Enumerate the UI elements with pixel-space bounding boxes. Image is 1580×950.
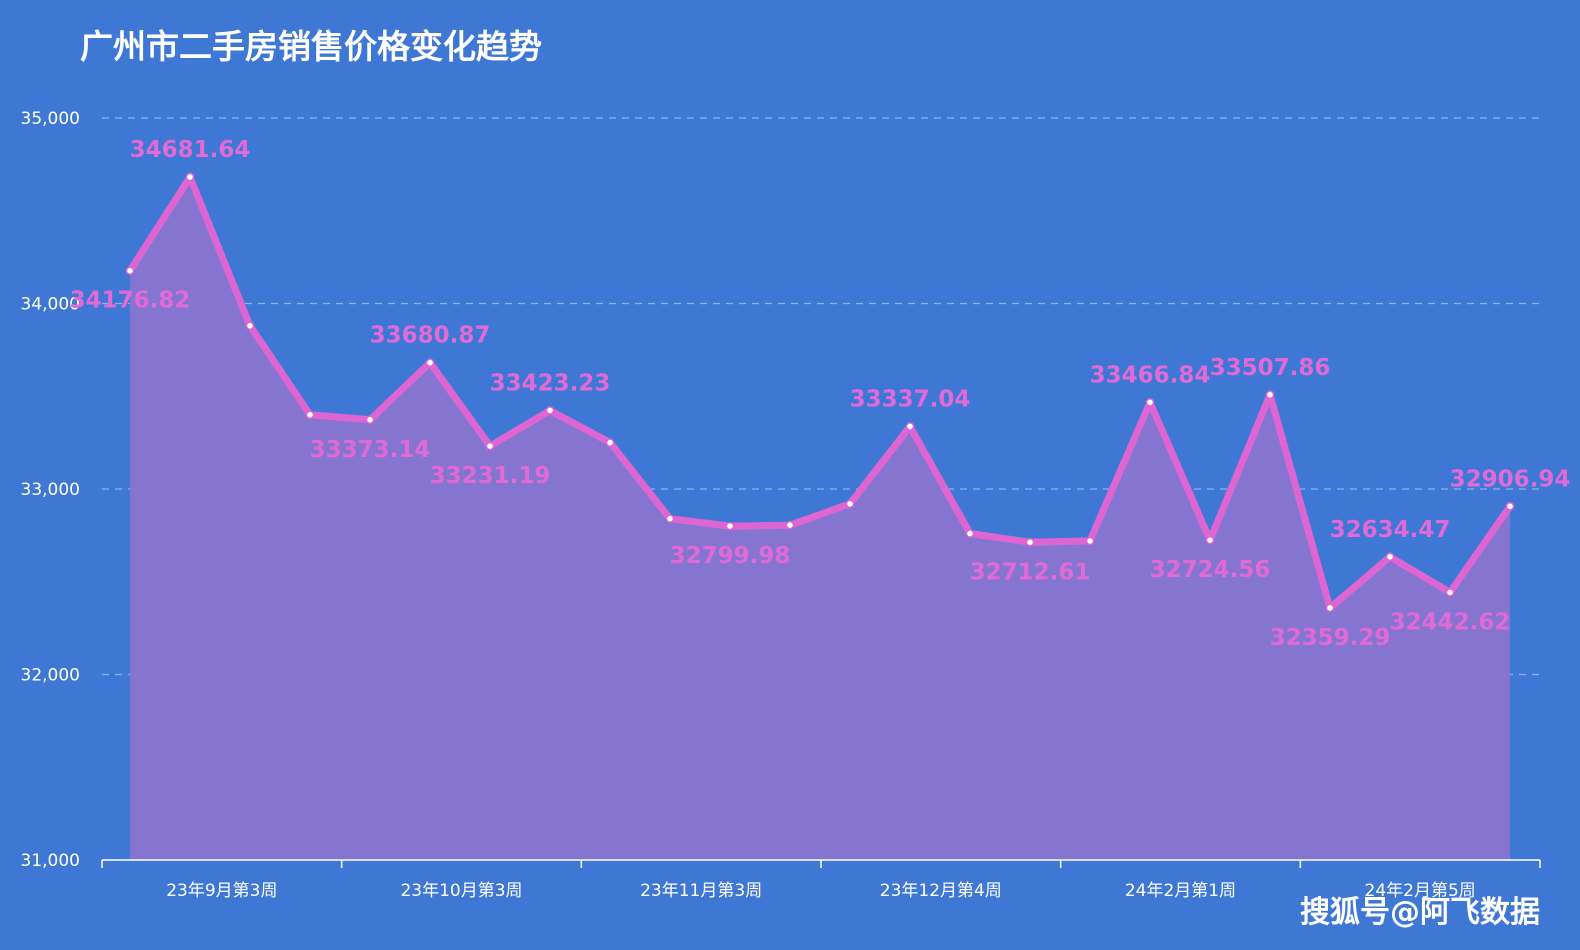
- data-point: [1205, 535, 1215, 545]
- y-axis-ticks: 31,000 32,000 33,000 34,000 35,000: [21, 109, 80, 871]
- data-label: 32634.47: [1330, 517, 1451, 543]
- data-point: [245, 321, 255, 331]
- data-point: [965, 529, 975, 538]
- y-tick-label: 33,000: [21, 480, 80, 500]
- data-point: [1025, 538, 1035, 547]
- data-point: [365, 415, 375, 425]
- data-point: [185, 172, 195, 182]
- data-label: 34681.64: [130, 137, 251, 163]
- data-points: [125, 172, 1515, 613]
- data-point: [125, 266, 135, 275]
- data-label: 33680.87: [370, 323, 491, 349]
- data-label: 34176.82: [70, 288, 191, 314]
- data-point: [1265, 390, 1275, 400]
- data-point: [425, 358, 435, 367]
- x-tick-label: 24年2月第1周: [1125, 881, 1236, 901]
- data-point: [1325, 603, 1335, 613]
- data-label: 33507.86: [1210, 355, 1331, 381]
- x-tick-label: 23年10月第3周: [400, 881, 522, 901]
- data-point: [1505, 502, 1515, 511]
- data-label: 32906.94: [1450, 466, 1571, 492]
- data-point: [485, 441, 495, 451]
- y-tick-label: 31,000: [21, 851, 80, 871]
- data-label: 33423.23: [490, 370, 611, 396]
- data-point: [905, 422, 915, 431]
- watermark-text: 搜狐号@阿飞数据: [1300, 895, 1540, 930]
- data-label: 33466.84: [1090, 362, 1211, 388]
- x-tick-label: 23年12月第4周: [880, 881, 1002, 901]
- data-point: [305, 410, 315, 420]
- data-point: [665, 514, 675, 523]
- data-point: [545, 406, 555, 415]
- data-label: 32359.29: [1270, 625, 1391, 651]
- series-line: [126, 173, 1514, 612]
- x-axis: 23年9月第3周 23年10月第3周 23年11月第3周 23年12月第4周 24年2月…: [101, 859, 1541, 901]
- data-point: [605, 438, 615, 447]
- x-tick-label: 23年9月第3周: [166, 881, 277, 901]
- y-tick-label: 32,000: [21, 666, 80, 686]
- data-point: [785, 520, 795, 530]
- series-area: [130, 177, 1510, 861]
- x-tick-label: 24年2月第5周: [1365, 881, 1476, 901]
- data-point: [1445, 588, 1455, 597]
- data-point: [1085, 536, 1095, 546]
- data-label: 32712.61: [970, 559, 1091, 585]
- data-point: [1145, 398, 1155, 407]
- data-point: [1385, 552, 1395, 562]
- chart-title: 广州市二手房销售价格变化趋势: [80, 27, 542, 66]
- data-label: 33337.04: [850, 386, 971, 412]
- data-label: 33231.19: [430, 463, 551, 489]
- data-label: 32799.98: [670, 543, 791, 569]
- y-tick-label: 34,000: [21, 295, 80, 315]
- data-label: 33373.14: [310, 437, 431, 463]
- data-label: 32442.62: [1390, 609, 1511, 635]
- y-tick-label: 35,000: [21, 109, 80, 129]
- x-tick-label: 23年11月第3周: [640, 881, 762, 901]
- data-labels: 34176.82 34681.64 33373.14 33680.87 33231.19…: [70, 137, 1571, 651]
- data-point: [845, 499, 855, 509]
- data-point: [725, 521, 735, 531]
- data-label: 32724.56: [1150, 557, 1271, 583]
